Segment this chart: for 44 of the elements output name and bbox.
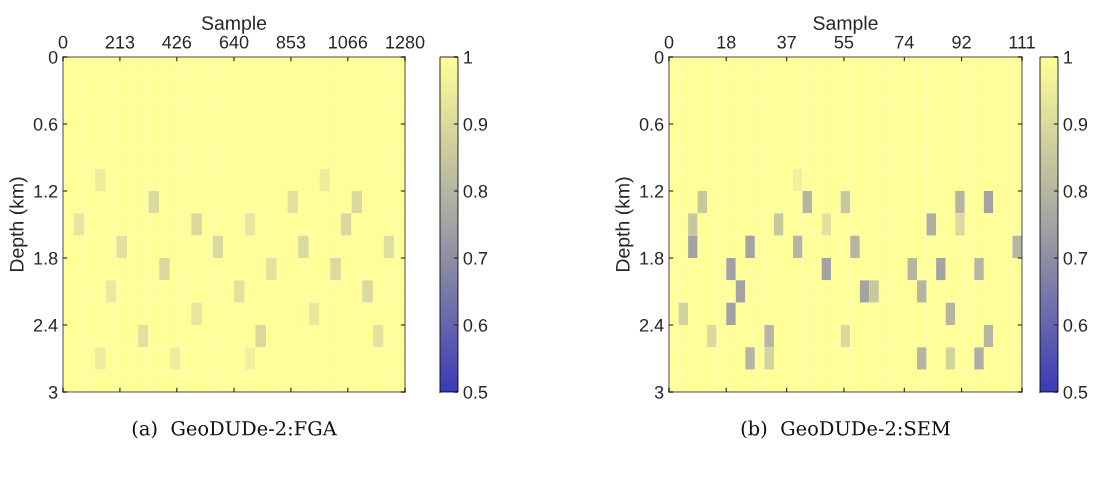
y-tick-label: 1.8 [640, 251, 664, 265]
y-tick-label: 1.2 [640, 184, 664, 198]
color-bar-label: 0.5 [463, 385, 488, 399]
color-bar-label: 0.6 [463, 318, 488, 332]
y-tick-label: 2.4 [639, 318, 664, 332]
x-tick-label: 640 [219, 35, 249, 49]
x-tick-label: 18 [717, 35, 736, 49]
y-tick-label: 0.6 [639, 117, 664, 131]
x-tick-label: 426 [162, 35, 192, 49]
x-axis-title: Sample [201, 15, 267, 34]
x-tick-label: 1280 [386, 35, 425, 49]
color-bar-label: 0.7 [463, 251, 488, 265]
y-axis-title: Depth (km) [9, 177, 28, 271]
y-tick-label: 3 [654, 385, 664, 399]
x-tick-label: 74 [895, 35, 914, 49]
text: (a) GeoDUDe-2:FGA [132, 420, 337, 439]
x-tick-label: 111 [1009, 35, 1035, 49]
text: (b) GeoDUDe-2:SEM [741, 420, 950, 439]
x-tick-label: 0 [58, 35, 68, 49]
x-tick-label: 0 [664, 35, 674, 49]
y-tick-label: 1.8 [34, 251, 58, 265]
x-tick-label: 1066 [329, 35, 368, 49]
y-tick-label: 0 [654, 50, 664, 64]
color-bar-label: 0.8 [463, 184, 488, 198]
y-tick-label: 0 [48, 50, 58, 64]
color-bar-label: 0.7 [1063, 251, 1088, 265]
color-bar-label: 0.9 [1063, 117, 1088, 131]
y-tick-label: 2.4 [33, 318, 58, 332]
color-bar-label: 0.9 [463, 117, 488, 131]
y-tick-label: 1.2 [34, 184, 58, 198]
color-bar-label: 0.6 [1063, 318, 1088, 332]
y-tick-label: 0.6 [33, 117, 58, 131]
x-tick-label: 37 [777, 35, 796, 49]
x-tick-label: 213 [105, 35, 135, 49]
color-bar-label: 0.5 [1063, 385, 1088, 399]
x-tick-label: 853 [276, 35, 306, 49]
color-bar-label: 0.8 [1063, 184, 1088, 198]
color-bar-label: 1 [464, 51, 473, 64]
x-tick-label: 55 [834, 35, 854, 49]
x-tick-label: 92 [952, 35, 971, 49]
y-axis-title: Depth (km) [615, 177, 634, 271]
x-axis-title: Sample [813, 15, 878, 34]
color-bar-label: 1 [1064, 51, 1073, 64]
y-tick-label: 3 [48, 385, 58, 399]
